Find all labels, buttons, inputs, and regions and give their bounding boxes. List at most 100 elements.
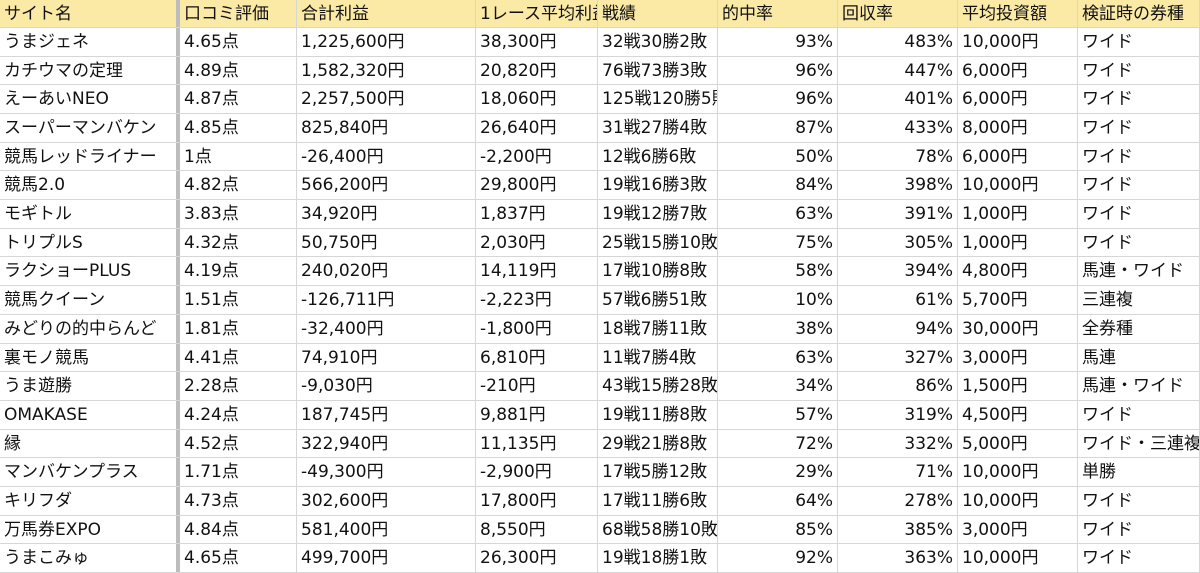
table-cell: 17戦5勝12敗 <box>598 458 718 486</box>
table-cell: 398% <box>838 171 958 200</box>
table-row: うまジェネ 4.65点 1,225,600円 38,300円 32戦30勝2敗 93% 48… <box>0 28 1200 57</box>
table-cell: 92% <box>718 544 838 572</box>
table-cell: ワイド <box>1078 114 1200 142</box>
table-row: 万馬券EXPO 4.84点 581,400円 8,550円 68戦58勝10敗 85% 38… <box>0 515 1200 545</box>
table-cell: 4.87点 <box>180 85 297 114</box>
table-cell: 332% <box>838 429 958 458</box>
table-cell: マンバケンプラス <box>0 458 180 486</box>
table-cell: 8,550円 <box>476 515 598 544</box>
table-cell: 94% <box>838 314 958 343</box>
table-cell: 305% <box>838 228 958 257</box>
table-cell: ワイド <box>1078 142 1200 171</box>
table-cell: 57戦6勝51敗 <box>598 286 718 314</box>
table-cell: 馬連 <box>1078 343 1200 372</box>
table-cell: 34,920円 <box>297 200 476 228</box>
table-row: カチウマの定理 4.89点 1,582,320円 20,820円 76戦73勝3敗 96%… <box>0 56 1200 86</box>
table-cell: 302,600円 <box>297 486 476 515</box>
table-cell: 96% <box>718 56 838 85</box>
table-cell: 3,000円 <box>958 515 1078 544</box>
table-cell: 1,582,320円 <box>297 56 476 85</box>
table-cell: 4.84点 <box>180 515 297 544</box>
table-cell: ワイド <box>1078 515 1200 544</box>
table-cell: 71% <box>838 458 958 486</box>
table-cell: 76戦73勝3敗 <box>598 56 718 85</box>
table-row: 縁 4.52点 322,940円 11,135円 29戦21勝8敗 72% 332% 5,00… <box>0 429 1200 459</box>
table-cell: 10,000円 <box>958 458 1078 486</box>
table-cell: 87% <box>718 114 838 142</box>
table-cell: ワイド <box>1078 85 1200 114</box>
table-cell: 4.19点 <box>180 257 297 286</box>
table-cell: 64% <box>718 486 838 515</box>
table-cell: 86% <box>838 372 958 400</box>
table-cell: 全券種 <box>1078 314 1200 343</box>
table-cell: 4.65点 <box>180 28 297 56</box>
table-cell: 38,300円 <box>476 28 598 56</box>
table-cell: 68戦58勝10敗 <box>598 515 718 544</box>
table-cell: 125戦120勝5敗 <box>598 85 718 114</box>
table-cell: 4.32点 <box>180 228 297 257</box>
table-cell: 31戦27勝4敗 <box>598 114 718 142</box>
table-cell: ワイド <box>1078 56 1200 85</box>
table-cell: 6,000円 <box>958 85 1078 114</box>
table-cell: -26,400円 <box>297 142 476 171</box>
table-row: マンバケンプラス 1.71点 -49,300円 -2,900円 17戦5勝12敗 29% 7… <box>0 458 1200 487</box>
table-cell: 10,000円 <box>958 486 1078 515</box>
table-cell: 競馬レッドライナー <box>0 142 180 171</box>
table-cell: 14,119円 <box>476 257 598 286</box>
table-cell: -2,900円 <box>476 458 598 486</box>
table-cell: 1点 <box>180 142 297 171</box>
table-row: キリフダ 4.73点 302,600円 17,800円 17戦11勝6敗 64% 278% 1… <box>0 486 1200 516</box>
table-cell: ワイド <box>1078 228 1200 257</box>
header-cell: サイト名 <box>0 0 180 27</box>
table-cell: 401% <box>838 85 958 114</box>
table-cell: 43戦15勝28敗 <box>598 372 718 400</box>
table-cell: -49,300円 <box>297 458 476 486</box>
table-cell: 322,940円 <box>297 429 476 458</box>
table-cell: えーあいNEO <box>0 85 180 114</box>
table-cell: 278% <box>838 486 958 515</box>
table-cell: 96% <box>718 85 838 114</box>
table-row: 競馬レッドライナー 1点 -26,400円 -2,200円 12戦6勝6敗 50% 78% 6… <box>0 142 1200 172</box>
table-cell: ワイド <box>1078 400 1200 429</box>
table-cell: 58% <box>718 257 838 286</box>
table-cell: 17,800円 <box>476 486 598 515</box>
header-cell: 合計利益 <box>297 0 476 27</box>
table-cell: 26,640円 <box>476 114 598 142</box>
table-cell: 74,910円 <box>297 343 476 372</box>
table-cell: 17戦10勝8敗 <box>598 257 718 286</box>
table-cell: -126,711円 <box>297 286 476 314</box>
table-cell: 433% <box>838 114 958 142</box>
table-cell: -32,400円 <box>297 314 476 343</box>
header-row: サイト名 口コミ評価 合計利益 1レース平均利益 戦績 的中率 回収率 平均投資額 検証時の券種 <box>0 0 1200 28</box>
table-row: OMAKASE 4.24点 187,745円 9,881円 19戦11勝8敗 57% 319… <box>0 400 1200 430</box>
table-cell: ワイド <box>1078 171 1200 200</box>
table-cell: カチウマの定理 <box>0 56 180 85</box>
table-cell: 34% <box>718 372 838 400</box>
header-cell: 回収率 <box>838 0 958 27</box>
table-cell: 6,000円 <box>958 56 1078 85</box>
table-row: 裏モノ競馬 4.41点 74,910円 6,810円 11戦7勝4敗 63% 327% 3,0… <box>0 343 1200 373</box>
table-cell: 566,200円 <box>297 171 476 200</box>
table-cell: -2,200円 <box>476 142 598 171</box>
table-cell: 1.81点 <box>180 314 297 343</box>
table-cell: ワイド・三連複 <box>1078 429 1200 458</box>
table-cell: ワイド <box>1078 486 1200 515</box>
table-cell: うまこみゅ <box>0 544 180 572</box>
table-cell: 1,837円 <box>476 200 598 228</box>
table-cell: ラクショーPLUS <box>0 257 180 286</box>
table-cell: 20,820円 <box>476 56 598 85</box>
table-cell: 19戦12勝7敗 <box>598 200 718 228</box>
table-cell: 11戦7勝4敗 <box>598 343 718 372</box>
table-cell: -1,800円 <box>476 314 598 343</box>
table-cell: OMAKASE <box>0 400 180 429</box>
table-row: モギトル 3.83点 34,920円 1,837円 19戦12勝7敗 63% 391% 1,0… <box>0 200 1200 229</box>
header-cell: 検証時の券種 <box>1078 0 1200 27</box>
table-cell: 1,000円 <box>958 228 1078 257</box>
table-cell: 2,257,500円 <box>297 85 476 114</box>
table-cell: 4.24点 <box>180 400 297 429</box>
table-cell: 327% <box>838 343 958 372</box>
table-cell: うま遊勝 <box>0 372 180 400</box>
table-cell: 6,810円 <box>476 343 598 372</box>
table-cell: 10,000円 <box>958 28 1078 56</box>
table-cell: 63% <box>718 343 838 372</box>
